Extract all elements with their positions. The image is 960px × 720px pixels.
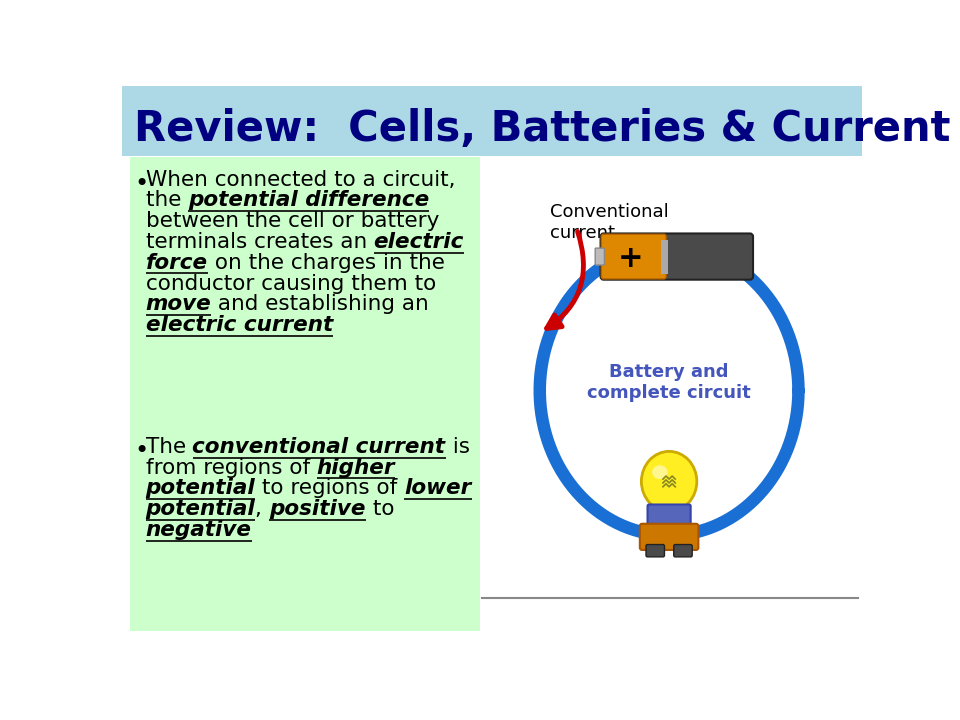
Text: potential difference: potential difference — [188, 190, 429, 210]
Text: potential: potential — [146, 478, 255, 498]
Text: to regions of: to regions of — [255, 478, 404, 498]
Text: +: + — [618, 243, 643, 273]
Text: conventional current: conventional current — [193, 437, 445, 456]
Text: electric current: electric current — [146, 315, 333, 335]
Text: on the charges in the: on the charges in the — [207, 253, 444, 273]
Text: force: force — [146, 253, 207, 273]
Text: lower: lower — [404, 478, 471, 498]
Text: Review:  Cells, Batteries & Current: Review: Cells, Batteries & Current — [134, 108, 950, 150]
FancyBboxPatch shape — [648, 505, 690, 529]
Text: move: move — [146, 294, 211, 315]
Text: Battery and
complete circuit: Battery and complete circuit — [588, 364, 751, 402]
Bar — [482, 157, 861, 596]
FancyBboxPatch shape — [601, 233, 753, 279]
FancyBboxPatch shape — [601, 234, 666, 279]
Text: positive: positive — [269, 499, 366, 519]
Bar — [131, 157, 480, 631]
Bar — [123, 86, 861, 156]
Text: conductor causing them to: conductor causing them to — [146, 274, 436, 294]
Text: from regions of: from regions of — [146, 457, 317, 477]
Text: is: is — [445, 437, 469, 456]
Bar — [660, 240, 668, 274]
Text: potential: potential — [146, 499, 255, 519]
Text: higher: higher — [317, 457, 395, 477]
Text: The: The — [146, 437, 193, 456]
FancyBboxPatch shape — [674, 544, 692, 557]
Text: Conventional
current: Conventional current — [550, 204, 668, 242]
Text: When connected to a circuit,: When connected to a circuit, — [146, 169, 455, 189]
Text: •: • — [134, 172, 148, 196]
Ellipse shape — [652, 465, 667, 479]
FancyBboxPatch shape — [639, 523, 698, 550]
Text: negative: negative — [146, 520, 252, 540]
Text: between the cell or battery: between the cell or battery — [146, 211, 439, 231]
Text: the: the — [146, 190, 188, 210]
FancyBboxPatch shape — [595, 248, 605, 265]
Text: to: to — [366, 499, 394, 519]
Text: and establishing an: and establishing an — [211, 294, 429, 315]
Text: electric: electric — [373, 232, 464, 252]
Text: terminals creates an: terminals creates an — [146, 232, 373, 252]
Text: ,: , — [255, 499, 269, 519]
FancyArrowPatch shape — [546, 232, 584, 328]
Ellipse shape — [641, 451, 697, 511]
FancyBboxPatch shape — [646, 544, 664, 557]
Text: •: • — [134, 439, 148, 463]
